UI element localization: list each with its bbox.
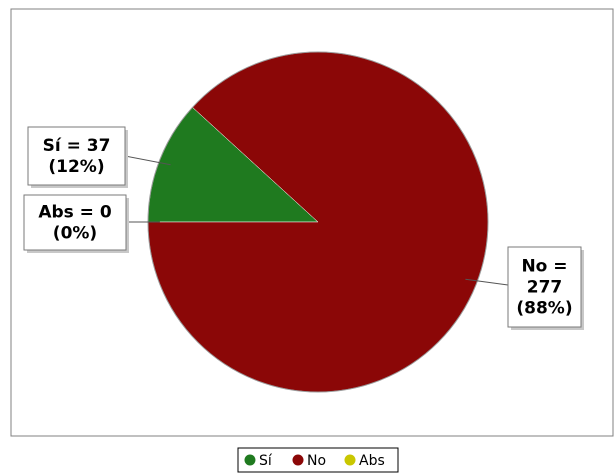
legend-label: No [307,453,326,469]
legend-box [237,447,399,473]
slice-no [147,51,489,393]
leader-line-si [124,155,171,166]
callout-label: Abs = 0 [38,203,112,223]
legend-label: Sí [259,453,273,469]
callout-label: 277 [527,278,563,298]
callout-abs: Abs = 0(0%) [23,194,129,253]
callout-no: No =277(88%) [507,246,584,330]
legend-swatch [344,454,356,466]
legend-swatch [292,454,304,466]
callout-label: (88%) [516,299,572,319]
callout-si: Sí = 37(12%) [27,126,128,188]
legend-label: Abs [359,453,385,469]
leader-lines [124,155,509,286]
legend-item-abs: Abs [344,453,385,469]
legend-item-no: No [292,453,326,469]
callout-label: Sí = 37 [43,136,111,156]
callout-box [23,194,127,251]
callout-label: (12%) [48,157,104,177]
callout-label: No = [521,257,567,277]
legend-item-si: Sí [244,453,273,469]
callouts: Sí = 37(12%) No =277(88%) Abs = 0(0%) [23,126,584,330]
leader-line-no [465,278,509,286]
legend-swatch [244,454,256,466]
callout-box [507,246,582,328]
callout-box [27,126,126,186]
pie-slices [147,51,489,393]
callout-label: (0%) [53,224,97,244]
legend: Sí No Abs [237,447,399,473]
